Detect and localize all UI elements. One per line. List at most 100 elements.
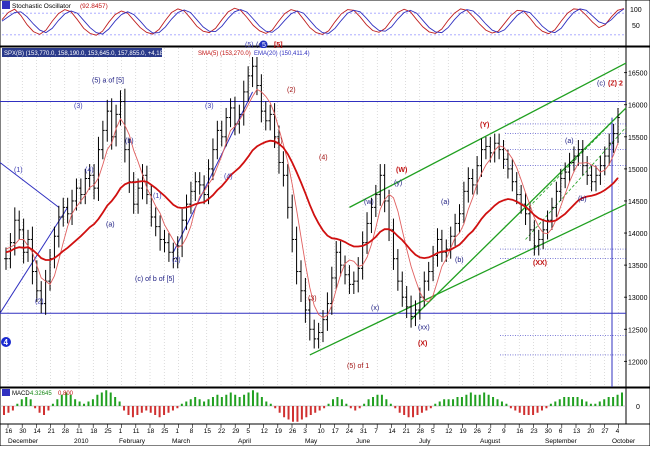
- macd-bar-74: [332, 399, 335, 406]
- macd-bar-111: [496, 399, 499, 406]
- ema-line: [5, 139, 619, 261]
- macd-bar-114: [509, 406, 512, 409]
- macd-bar-115: [514, 406, 517, 411]
- wave-label-1: (2): [35, 299, 44, 306]
- macd-bar-99: [443, 399, 446, 406]
- wave-label-9: (c) of b of [5]: [135, 276, 174, 283]
- x-day-label-36: 16: [516, 428, 524, 435]
- macd-bar-11: [51, 403, 54, 406]
- x-month-label-9: September: [545, 438, 578, 445]
- x-day-label-5: 11: [76, 428, 83, 435]
- channel-upper-line: [349, 62, 627, 208]
- macd-bar-87: [389, 403, 392, 406]
- macd-bar-46: [207, 399, 210, 406]
- macd-bar-36: [163, 406, 166, 415]
- x-day-label-33: 26: [474, 428, 482, 435]
- macd-bar-43: [194, 397, 197, 406]
- macd-bar-3: [16, 403, 19, 406]
- x-day-label-43: 4: [616, 428, 620, 435]
- x-day-label-8: 1: [119, 428, 123, 435]
- macd-bar-90: [403, 406, 406, 415]
- macd-bar-61: [274, 406, 277, 409]
- macd-bar-125: [558, 399, 561, 406]
- macd-bar-85: [380, 394, 383, 406]
- price-tick-6: 13500: [628, 263, 648, 270]
- macd-panel: MACD 4.32645 0.800 0: [0, 387, 650, 425]
- wave-label-15: [5]: [274, 42, 283, 49]
- macd-bar-6: [29, 399, 32, 406]
- macd-bar-92: [412, 406, 415, 418]
- macd-bar-60: [269, 403, 272, 406]
- x-day-label-29: 28: [417, 428, 425, 435]
- wave-label-31: (b): [578, 196, 587, 203]
- x-day-label-37: 23: [530, 428, 538, 435]
- macd-bar-133: [594, 403, 597, 406]
- macd-bar-50: [225, 394, 228, 406]
- price-tick-5: 14000: [628, 231, 648, 238]
- sma-line: [5, 88, 619, 319]
- macd-bar-41: [185, 401, 188, 406]
- wave-label-23: (y): [394, 180, 402, 187]
- macd-bar-48: [216, 394, 219, 406]
- macd-bar-105: [469, 392, 472, 406]
- macd-bar-106: [474, 394, 477, 406]
- macd-bar-57: [256, 392, 259, 406]
- macd-bar-22: [100, 392, 103, 406]
- macd-bar-53: [238, 397, 241, 406]
- macd-bar-2: [11, 406, 14, 411]
- macd-bar-122: [545, 406, 548, 409]
- price-header: SPX(B) (153,770.0, 158,190.0, 153,645.0,…: [4, 51, 177, 57]
- macd-icon: [2, 389, 10, 396]
- wave-label-6: (a): [106, 222, 115, 229]
- x-day-label-28: 21: [403, 428, 411, 435]
- x-month-label-7: July: [419, 438, 431, 445]
- macd-bar-26: [118, 401, 121, 406]
- wave-label-12: (5): [245, 42, 254, 49]
- macd-bar-76: [340, 399, 343, 406]
- macd-bar-39: [176, 406, 179, 409]
- x-day-label-34: 2: [488, 428, 492, 435]
- x-day-label-20: 26: [289, 428, 297, 435]
- wave-label-25: (a): [441, 199, 450, 206]
- wave-label-19: (3): [308, 295, 317, 302]
- macd-bar-129: [576, 397, 579, 406]
- x-month-label-2: February: [119, 438, 146, 445]
- macd-bar-64: [287, 406, 290, 420]
- macd-bar-113: [505, 403, 508, 406]
- wave-label-35: 2: [619, 80, 623, 87]
- macd-bar-94: [420, 406, 423, 413]
- macd-bar-130: [580, 399, 583, 406]
- price-tick-9: 12000: [628, 359, 648, 366]
- x-day-label-0: 16: [5, 428, 13, 435]
- macd-bar-95: [425, 406, 428, 411]
- macd-bar-73: [327, 403, 330, 406]
- macd-bar-139: [621, 392, 623, 406]
- macd-tick-0: 0: [636, 404, 640, 411]
- stochastic-panel: Stochastic Oscillator (92.8457) 100 50: [0, 0, 650, 47]
- ema-label: EMA(20) (150,411.4): [254, 51, 310, 57]
- macd-bar-126: [563, 397, 566, 406]
- wave-label-20: (5) of 1: [347, 363, 369, 370]
- macd-bar-59: [265, 401, 268, 406]
- macd-bar-18: [83, 403, 86, 406]
- x-day-label-30: 5: [431, 428, 435, 435]
- macd-bar-71: [318, 406, 321, 411]
- x-day-label-31: 12: [445, 428, 453, 435]
- early-trendline: [0, 162, 60, 208]
- macd-bar-79: [354, 406, 357, 411]
- x-day-label-2: 14: [33, 428, 41, 435]
- macd-bar-123: [549, 403, 552, 406]
- macd-bar-89: [398, 406, 401, 413]
- macd-bar-72: [323, 406, 326, 409]
- x-day-label-35: 9: [502, 428, 506, 435]
- macd-bar-14: [65, 392, 68, 406]
- macd-bar-77: [345, 403, 348, 406]
- macd-bar-101: [452, 399, 455, 406]
- wave-label-32: (XX): [533, 260, 547, 267]
- macd-bar-54: [243, 394, 246, 406]
- macd-bar-42: [189, 399, 192, 406]
- macd-bar-4: [20, 399, 23, 406]
- wave-label-21: (w): [364, 199, 374, 206]
- macd-bar-0: [3, 406, 5, 415]
